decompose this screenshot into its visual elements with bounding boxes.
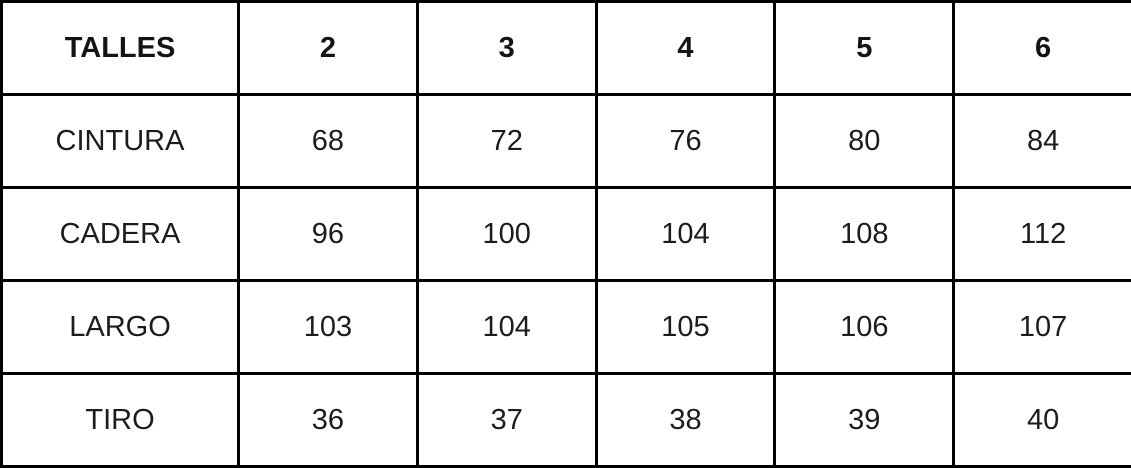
header-cell-size-2: 2 [239, 2, 418, 95]
value-cell: 105 [596, 281, 775, 374]
header-cell-size-4: 4 [596, 2, 775, 95]
value-cell: 80 [775, 95, 954, 188]
value-cell: 104 [417, 281, 596, 374]
value-cell: 68 [239, 95, 418, 188]
value-cell: 36 [239, 374, 418, 467]
table-row-cadera: CADERA 96 100 104 108 112 [2, 188, 1131, 281]
row-label-largo: LARGO [2, 281, 239, 374]
value-cell: 104 [596, 188, 775, 281]
table-row-tiro: TIRO 36 37 38 39 40 [2, 374, 1131, 467]
value-cell: 96 [239, 188, 418, 281]
value-cell: 84 [954, 95, 1131, 188]
table-row-largo: LARGO 103 104 105 106 107 [2, 281, 1131, 374]
value-cell: 39 [775, 374, 954, 467]
value-cell: 76 [596, 95, 775, 188]
header-row: TALLES 2 3 4 5 6 [2, 2, 1131, 95]
header-cell-size-5: 5 [775, 2, 954, 95]
value-cell: 112 [954, 188, 1131, 281]
value-cell: 37 [417, 374, 596, 467]
value-cell: 106 [775, 281, 954, 374]
header-cell-size-3: 3 [417, 2, 596, 95]
row-label-cintura: CINTURA [2, 95, 239, 188]
header-cell-size-6: 6 [954, 2, 1131, 95]
header-cell-talles: TALLES [2, 2, 239, 95]
value-cell: 38 [596, 374, 775, 467]
value-cell: 108 [775, 188, 954, 281]
row-label-cadera: CADERA [2, 188, 239, 281]
row-label-tiro: TIRO [2, 374, 239, 467]
value-cell: 100 [417, 188, 596, 281]
value-cell: 72 [417, 95, 596, 188]
value-cell: 103 [239, 281, 418, 374]
value-cell: 107 [954, 281, 1131, 374]
value-cell: 40 [954, 374, 1131, 467]
table-row-cintura: CINTURA 68 72 76 80 84 [2, 95, 1131, 188]
